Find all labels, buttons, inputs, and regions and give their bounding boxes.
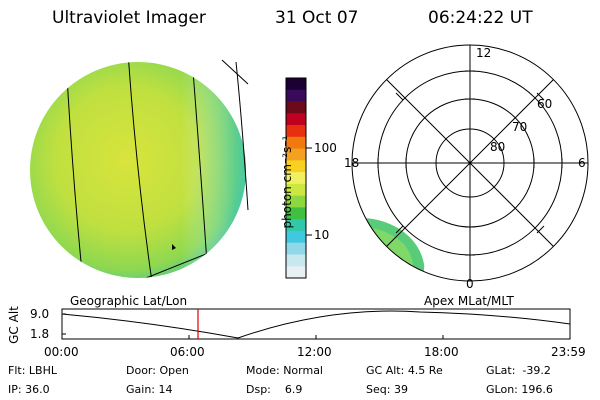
mlt-label-0: 0 [466,277,474,291]
header-time: 06:24:22 UT [428,8,533,28]
colorbar-band [286,195,306,208]
colorbar-label-100: 100 [314,141,337,155]
polar-plot [351,44,589,282]
earth-disk-image [30,59,249,278]
time-tick: 23:59 [551,345,586,359]
status-gc-alt: GC Alt: 4.5 Re [366,364,443,377]
status-door: Door: Open [126,364,189,377]
colorbar-label-10: 10 [314,228,330,242]
lat-label-80: 80 [490,140,506,154]
colorbar-band [286,160,306,173]
time-tick: 18:00 [424,345,459,359]
aurora-region [352,218,425,281]
longitude-line [235,61,249,211]
polar-tick [536,225,545,234]
altitude-axis-label: GC Alt [7,306,21,344]
colorbar-band [286,219,306,232]
colorbar-band [286,172,306,185]
colorbar [286,78,306,279]
colorbar-band [286,242,306,255]
colorbar-band [286,101,306,114]
colorbar-band [286,78,306,91]
colorbar-band [286,230,306,244]
altitude-curve [61,310,571,339]
altitude-y-tick-min: 1.8 [30,327,50,341]
instrument-title: Ultraviolet Imager [52,8,206,28]
status-seq: Seq: 39 [366,383,408,396]
altitude-frame [61,308,571,340]
colorbar-band [286,125,306,138]
lat-label-70: 70 [512,120,528,134]
status-dsp: Dsp: 6.9 [246,383,303,396]
longitude-line [127,62,153,278]
time-tick: 12:00 [297,345,332,359]
time-tick: 00:00 [44,345,79,359]
polar-tick [536,92,545,101]
mlt-label-12: 12 [476,46,492,60]
polar-tick [395,225,404,234]
status-filter: Flt: LBHL [8,364,57,377]
geographic-coord-label: Geographic Lat/Lon [70,294,188,308]
time-tick: 06:00 [170,345,205,359]
longitude-line [191,62,209,278]
status-mode: Mode: Normal [246,364,323,377]
polar-tick [395,92,404,101]
colorbar-band [286,136,306,150]
colorbar-band [286,89,306,103]
status-glat: GLat: -39.2 [486,364,551,377]
colorbar-band [286,207,306,220]
longitude-line [221,59,249,85]
colorbar-unit-label: photon cm⁻²s⁻¹ [280,135,294,229]
subsolar-marker [172,244,176,250]
polar-diagonal [386,79,554,247]
colorbar-band [286,148,306,161]
altitude-y-tick-max: 9.0 [30,307,50,321]
status-ip: IP: 36.0 [8,383,50,396]
altitude-chart [61,308,571,340]
apex-coord-label: Apex MLat/MLT [424,294,514,308]
status-glon: GLon: 196.6 [486,383,553,396]
mlt-label-6: 6 [578,156,586,170]
header-date: 31 Oct 07 [275,8,359,28]
colorbar-frame [285,77,307,279]
status-gain: Gain: 14 [126,383,173,396]
mlt-label-18: 18 [344,156,360,170]
colorbar-band [286,266,306,279]
lat-label-60: 60 [537,97,553,111]
colorbar-band [286,183,306,197]
colorbar-band [286,254,306,267]
colorbar-band [286,113,306,126]
